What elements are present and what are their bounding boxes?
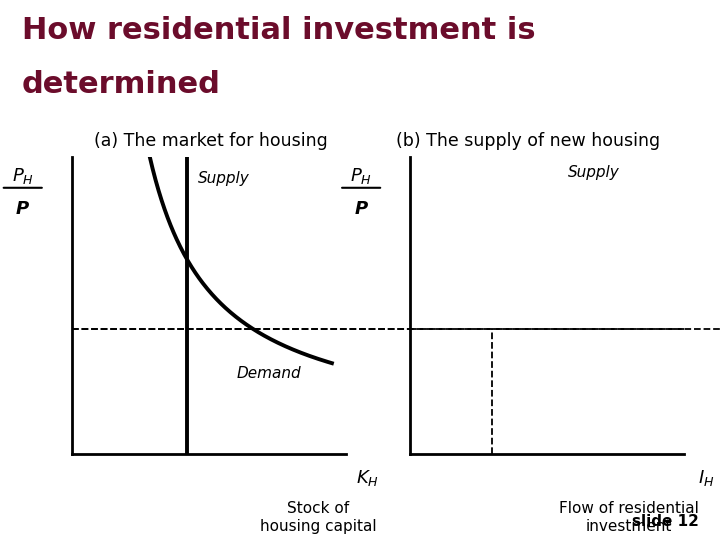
Text: slide 12: slide 12 [631,514,698,529]
Text: $\boldsymbol{\mathit{I}_H}$: $\boldsymbol{\mathit{I}_H}$ [698,468,714,489]
Text: $\boldsymbol{\mathit{K}_H}$: $\boldsymbol{\mathit{K}_H}$ [356,468,379,489]
Text: $\boldsymbol{P}$: $\boldsymbol{P}$ [15,200,30,218]
Text: Supply: Supply [568,165,620,180]
Text: (b) The supply of new housing: (b) The supply of new housing [396,132,660,150]
Text: (a) The market for housing: (a) The market for housing [94,132,328,150]
Text: Demand: Demand [236,366,301,381]
Text: $\boldsymbol{P_H}$: $\boldsymbol{P_H}$ [12,165,34,186]
Text: Flow of residential
investment: Flow of residential investment [559,501,699,534]
Text: Stock of
housing capital: Stock of housing capital [260,501,377,534]
Text: Supply: Supply [198,172,250,186]
Text: $\boldsymbol{P_H}$: $\boldsymbol{P_H}$ [350,165,372,186]
Text: How residential investment is: How residential investment is [22,16,535,45]
Text: determined: determined [22,70,220,99]
Text: $\boldsymbol{P}$: $\boldsymbol{P}$ [354,200,369,218]
